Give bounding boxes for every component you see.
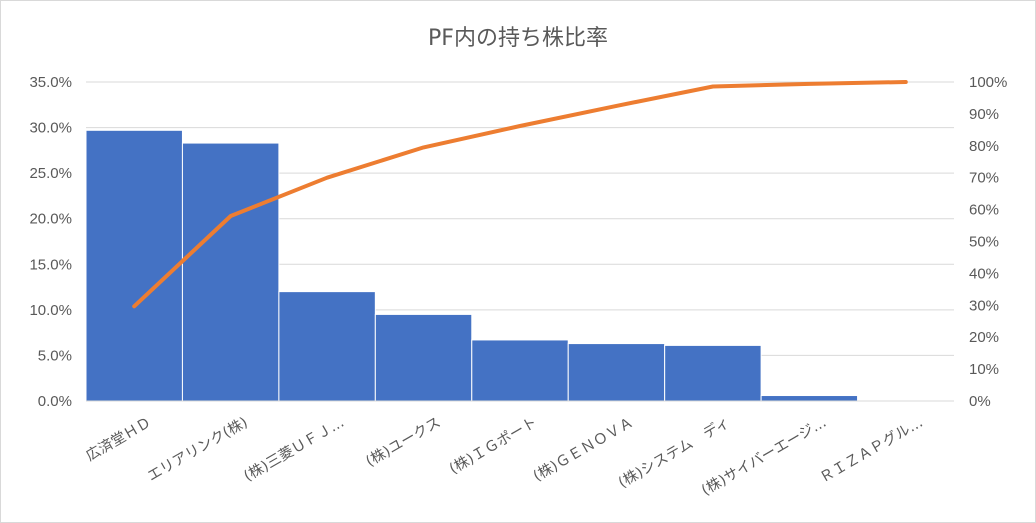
left-tick-label: 5.0% xyxy=(38,347,72,364)
left-axis-ticks: 0.0% 5.0% 10.0% 15.0% 20.0% 25.0% 30.0% 35.0% xyxy=(29,74,72,410)
right-tick-label: 70% xyxy=(969,170,999,187)
right-tick-label: 90% xyxy=(969,106,999,123)
left-tick-label: 35.0% xyxy=(29,74,72,91)
left-tick-label: 15.0% xyxy=(29,256,72,273)
left-tick-label: 10.0% xyxy=(29,302,72,319)
left-tick-label: 25.0% xyxy=(29,165,72,182)
right-tick-label: 40% xyxy=(969,265,999,282)
bar-8 xyxy=(760,395,859,402)
left-tick-label: 20.0% xyxy=(29,211,72,228)
right-tick-label: 100% xyxy=(969,74,1007,91)
category-label: ＲＩＺＡＰグル… xyxy=(817,414,926,487)
category-label: 広済堂ＨＤ xyxy=(83,414,154,465)
bar-5 xyxy=(471,339,569,402)
bar-2 xyxy=(181,142,280,402)
category-label: (株)ユークス xyxy=(363,414,444,470)
cumulative-line-series xyxy=(132,80,908,309)
right-tick-label: 20% xyxy=(969,329,999,346)
cumulative-line xyxy=(132,80,908,309)
right-tick-label: 0% xyxy=(969,393,991,410)
right-tick-label: 50% xyxy=(969,234,999,251)
category-label: (株)ＩＧポート xyxy=(446,414,540,478)
right-tick-label: 60% xyxy=(969,202,999,219)
bar-series xyxy=(85,129,859,402)
chart-title: PF内の持ち株比率 xyxy=(428,26,608,51)
bar-1 xyxy=(85,129,183,402)
right-tick-label: 80% xyxy=(969,138,999,155)
bar-6 xyxy=(567,343,666,402)
right-axis-ticks: 0% 10% 20% 30% 40% 50% 60% 70% 80% 90% 100% xyxy=(969,74,1007,410)
bar-7 xyxy=(664,344,762,402)
left-tick-label: 0.0% xyxy=(38,393,72,410)
bar-4 xyxy=(374,313,473,402)
category-label: エリアリンク(株) xyxy=(144,414,250,485)
left-tick-label: 30.0% xyxy=(29,120,72,137)
right-tick-label: 10% xyxy=(969,361,999,378)
category-label: (株)三菱ＵＦＪ… xyxy=(241,414,347,485)
bar-3 xyxy=(278,291,376,402)
right-tick-label: 30% xyxy=(969,297,999,314)
